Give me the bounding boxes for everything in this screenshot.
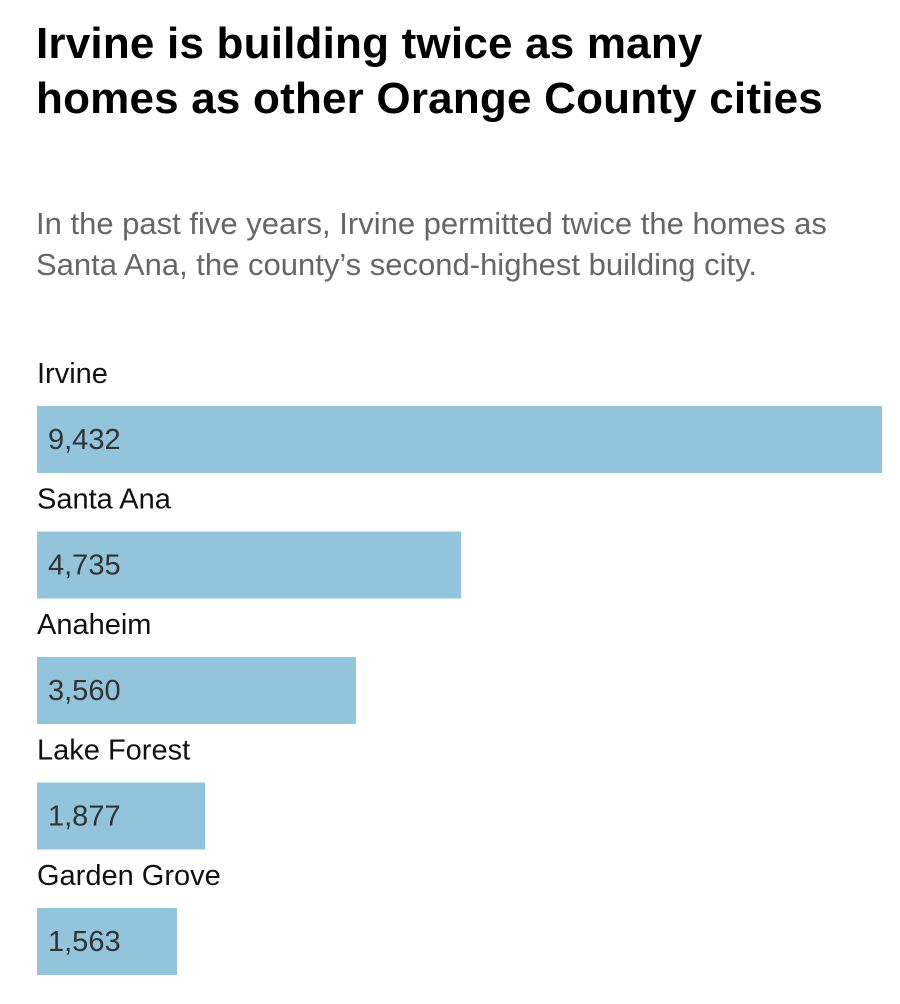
value-label: 1,877	[48, 801, 121, 833]
value-label: 4,735	[48, 550, 121, 582]
bar	[37, 782, 206, 850]
bar	[37, 657, 356, 724]
category-label: Lake Forest	[37, 735, 190, 767]
category-label: Anaheim	[37, 609, 151, 641]
category-label: Irvine	[37, 358, 108, 390]
chart-title: Irvine is building twice as many homes a…	[36, 19, 823, 123]
value-label: 1,563	[48, 926, 121, 958]
bar	[37, 406, 882, 473]
category-label: Santa Ana	[37, 484, 172, 516]
chart-subtitle: In the past five years, Irvine permitted…	[36, 206, 827, 282]
bar	[37, 908, 178, 975]
category-label: Garden Grove	[37, 860, 221, 892]
value-label: 9,432	[48, 424, 121, 456]
value-label: 3,560	[48, 675, 121, 707]
bar	[37, 531, 462, 599]
